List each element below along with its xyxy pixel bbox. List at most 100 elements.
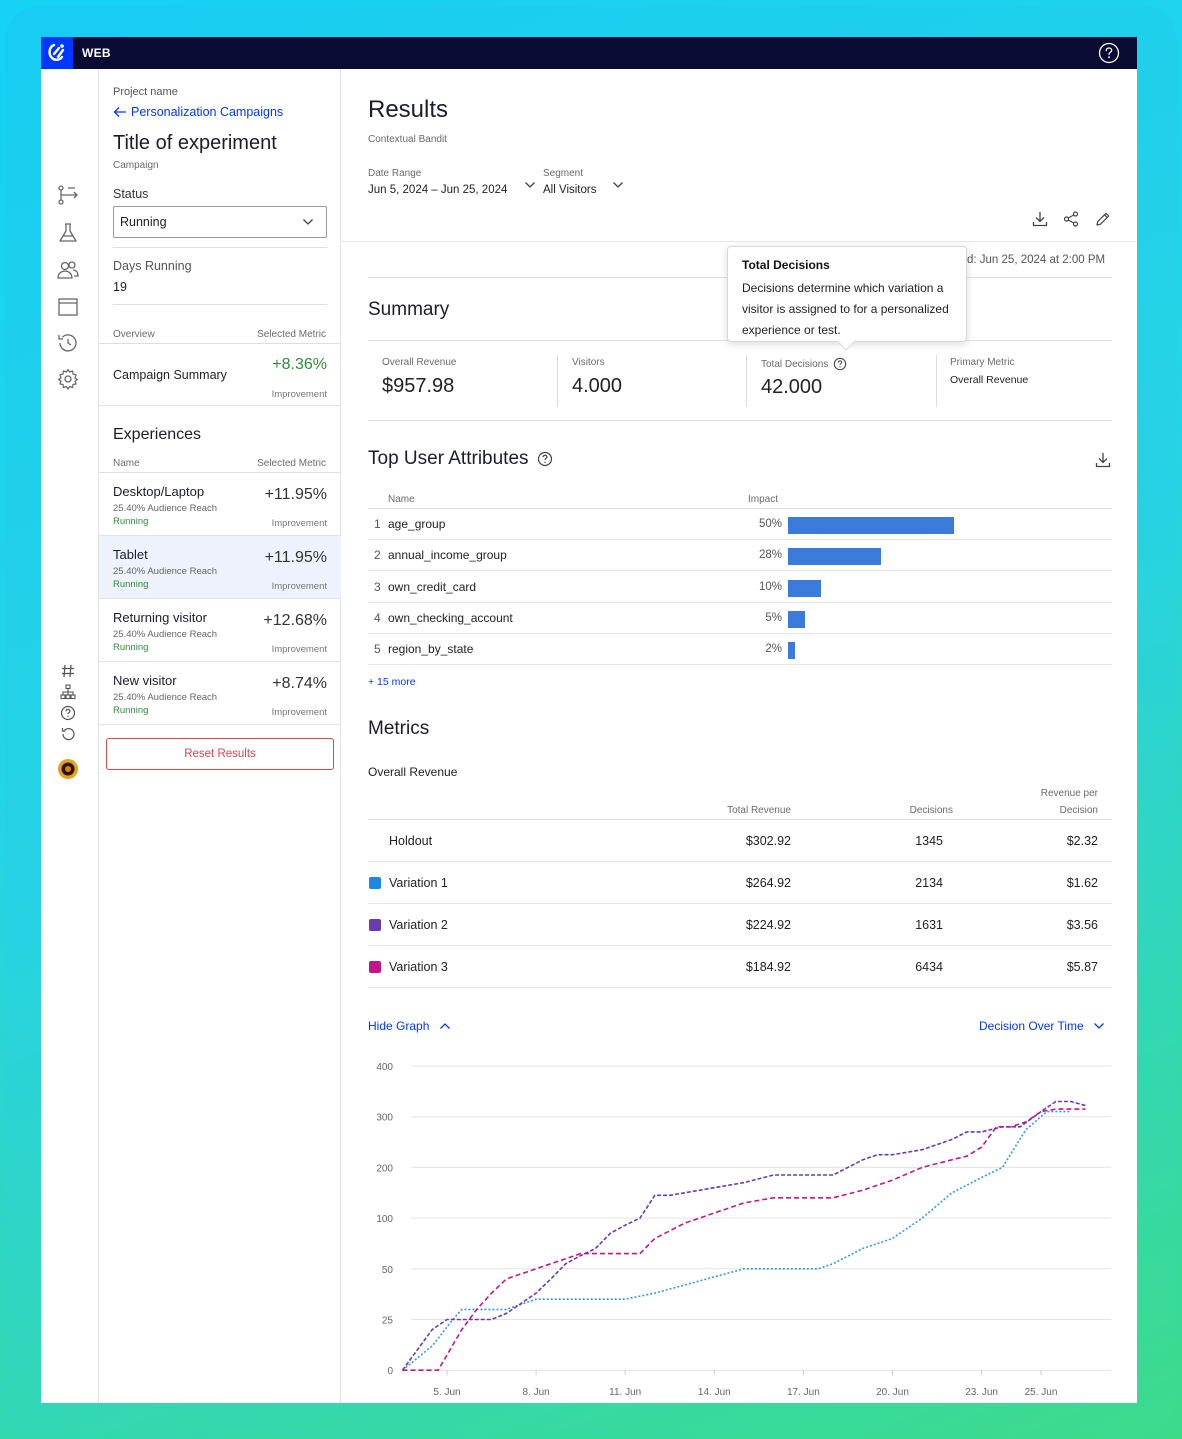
attribute-rank: 4	[374, 610, 381, 625]
hide-graph-toggle[interactable]: Hide Graph	[368, 1019, 451, 1033]
status-label: Status	[113, 187, 149, 201]
experience-row-tablet[interactable]: Tablet 25.40% Audience Reach Running +11…	[99, 536, 341, 599]
chart-series-line	[402, 1108, 1086, 1372]
rail-hierarchy-button[interactable]	[60, 684, 76, 700]
attribute-name: age_group	[388, 517, 446, 531]
graph-mode-label: Decision Over Time	[979, 1019, 1084, 1033]
hierarchy-icon	[60, 684, 76, 700]
campaign-summary-row[interactable]: Campaign Summary +8.36% Improvement	[99, 343, 341, 406]
summary-revenue: Overall Revenue $957.98	[382, 357, 456, 398]
logo-icon	[48, 43, 65, 61]
metric-rpd: $2.32	[1066, 834, 1098, 848]
experience-value: +11.95%	[264, 549, 327, 566]
attribute-row: 3 own_credit_card 10%	[368, 572, 1112, 603]
status-select[interactable]: Running	[113, 206, 327, 238]
metrics-decisions-header: Decisions	[909, 805, 953, 816]
metric-rpd: $3.56	[1066, 918, 1098, 932]
attribute-row: 1 age_group 50%	[368, 509, 1112, 540]
attribute-impact: 50%	[758, 518, 782, 530]
rail-experiments-button[interactable]	[56, 221, 80, 245]
flask-icon	[59, 223, 77, 242]
attribute-row: 5 region_by_state 2%	[368, 634, 1112, 666]
attribute-impact-bar	[788, 548, 881, 566]
experience-status: Running	[113, 705, 149, 716]
experience-row-returning[interactable]: Returning visitor 25.40% Audience Reach …	[99, 599, 341, 662]
experiment-title: Title of experiment	[113, 132, 277, 154]
brand-logo[interactable]	[41, 37, 73, 69]
help-button[interactable]	[1098, 42, 1120, 69]
experience-name: Desktop/Laptop	[113, 484, 205, 499]
download-button[interactable]	[1031, 210, 1049, 233]
share-button[interactable]	[1062, 210, 1080, 233]
reset-results-button[interactable]: Reset Results	[106, 738, 334, 770]
project-link[interactable]: Personalization Campaigns	[113, 105, 283, 119]
experience-row-new[interactable]: New visitor 25.40% Audience Reach Runnin…	[99, 662, 341, 725]
experience-reach: 25.40% Audience Reach	[113, 503, 218, 514]
more-attributes-link[interactable]: + 15 more	[368, 676, 416, 688]
metric-decisions: 6434	[915, 960, 943, 974]
metric-revenue: $302.92	[745, 834, 791, 848]
attribute-name: own_checking_account	[388, 610, 513, 625]
summary-revenue-label: Overall Revenue	[382, 357, 457, 368]
tooltip-body: Decisions determine which variation a vi…	[742, 281, 949, 337]
help-icon	[1098, 42, 1120, 64]
divider	[557, 355, 558, 407]
chart-series-line	[401, 1110, 1071, 1371]
date-range-select[interactable]: Date Range Jun 5, 2024 – Jun 25, 2024	[368, 168, 538, 200]
rail-audiences-button[interactable]	[56, 258, 80, 282]
metric-revenue: $184.92	[745, 960, 791, 974]
rail-undo-button[interactable]	[60, 726, 76, 742]
chevron-down-icon	[1093, 1023, 1104, 1029]
user-avatar[interactable]	[56, 757, 80, 781]
status-select-value: Running	[120, 215, 167, 229]
attributes-download-button[interactable]	[1094, 451, 1112, 474]
rail-help-button[interactable]	[60, 705, 76, 721]
experience-name: New visitor	[113, 673, 177, 688]
summary-decisions-label: Total Decisions	[761, 358, 829, 370]
graph-mode-select[interactable]: Decision Over Time	[979, 1019, 1105, 1033]
rail-hash-button[interactable]	[60, 663, 76, 679]
rail-pages-button[interactable]	[56, 295, 80, 319]
metrics-revenue-header: Total Revenue	[727, 805, 791, 816]
attribute-row: 2 annual_income_group 28%	[368, 540, 1112, 572]
question-icon[interactable]	[833, 357, 847, 371]
experience-row-desktop[interactable]: Desktop/Laptop 25.40% Audience Reach Run…	[99, 473, 341, 536]
chart-x-tick: 20. Jun	[876, 1387, 909, 1398]
attribute-impact: 5%	[765, 611, 782, 624]
metric-name: Variation 1	[389, 876, 448, 890]
segment-select[interactable]: Segment All Visitors	[543, 168, 633, 200]
rail-flags-button[interactable]	[56, 183, 80, 207]
metrics-subheading: Overall Revenue	[368, 765, 458, 779]
question-icon[interactable]	[537, 451, 553, 467]
edit-button[interactable]	[1094, 210, 1112, 233]
project-link-text: Personalization Campaigns	[131, 105, 284, 119]
chart-y-tick: 25	[382, 1316, 394, 1327]
experience-note: Improvement	[271, 518, 327, 529]
chart-x-tick: 14. Jun	[698, 1387, 731, 1398]
summary-visitors-value: 4.000	[572, 375, 623, 397]
chart-x-tick: 17. Jun	[787, 1387, 820, 1398]
chart-x-tick: 5. Jun	[433, 1387, 460, 1398]
rail-settings-button[interactable]	[56, 367, 80, 391]
top-bar: WEB	[41, 37, 1137, 69]
variation-swatch	[369, 961, 381, 973]
avatar-icon	[58, 759, 78, 779]
brand-name: WEB	[82, 46, 111, 60]
experience-status: Running	[113, 516, 149, 527]
experience-note: Improvement	[271, 644, 327, 655]
attribute-name: own_credit_card	[388, 579, 477, 594]
summary-decisions-header: Total Decisions	[761, 357, 847, 371]
metric-rpd: $1.62	[1066, 876, 1098, 890]
rail-history-button[interactable]	[56, 331, 80, 355]
primary-metric-label: Primary Metric	[950, 357, 1015, 368]
pencil-icon	[1096, 212, 1110, 226]
page-title: Results	[368, 96, 449, 123]
metric-revenue: $224.92	[745, 918, 791, 932]
attributes-header: Top User Attributes	[368, 448, 553, 470]
experience-status: Running	[113, 579, 149, 590]
chart-y-tick: 400	[376, 1062, 393, 1073]
chevron-down-icon	[303, 219, 313, 225]
chart-y-tick: 0	[387, 1366, 393, 1377]
days-running-value: 19	[113, 280, 127, 294]
divider	[113, 304, 327, 305]
